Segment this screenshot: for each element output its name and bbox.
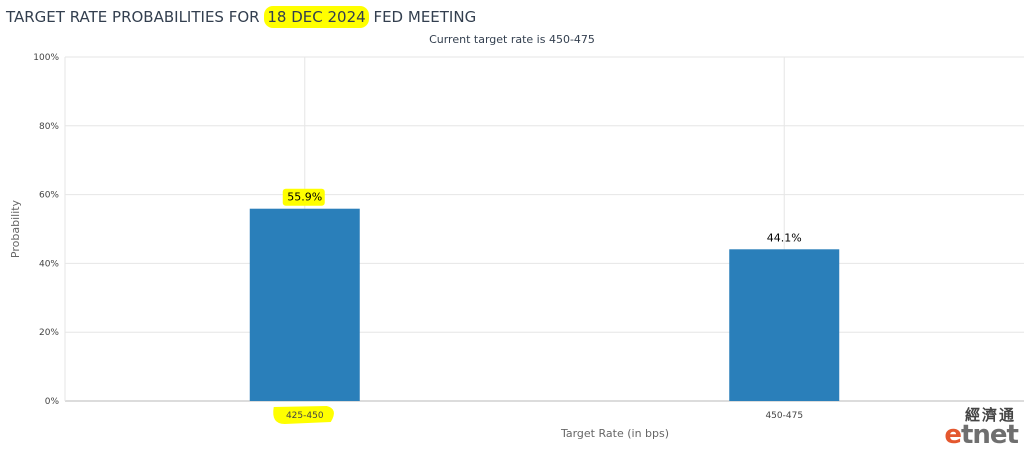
y-tick-label: 20% bbox=[39, 328, 59, 338]
x-tick-labels: 425-450 450-475 bbox=[273, 406, 803, 424]
chart-subtitle: Current target rate is 450-475 bbox=[429, 33, 595, 46]
title-suffix: FED MEETING bbox=[373, 8, 477, 26]
logo-tnet: tnet bbox=[960, 420, 1019, 450]
logo-e: e bbox=[944, 420, 962, 450]
data-label-highlight bbox=[282, 188, 325, 206]
data-label: 55.9% bbox=[287, 191, 322, 204]
y-tick-label: 0% bbox=[45, 397, 60, 407]
chart-title: TARGET RATE PROBABILITIES FOR 18 DEC 202… bbox=[6, 6, 477, 28]
title-date-highlighted: 18 DEC 2024 bbox=[264, 6, 369, 28]
x-tick-label: 450-475 bbox=[765, 411, 803, 421]
y-tick-label: 80% bbox=[39, 122, 59, 132]
watermark-etnet-logo: etnet bbox=[944, 420, 1019, 450]
bars: 55.9% 44.1% bbox=[249, 188, 840, 401]
data-label: 44.1% bbox=[767, 231, 802, 244]
y-tick-label: 100% bbox=[33, 53, 59, 63]
grid-lines bbox=[64, 56, 1024, 402]
bar-425-450 bbox=[249, 208, 360, 401]
title-prefix: TARGET RATE PROBABILITIES FOR bbox=[6, 8, 260, 26]
x-axis-title: Target Rate (in bps) bbox=[560, 427, 669, 440]
y-tick-label: 60% bbox=[39, 191, 59, 201]
watermark-chinese-logo: 經濟通 bbox=[964, 406, 1016, 424]
x-tick-highlight bbox=[273, 406, 334, 424]
x-tick-label: 425-450 bbox=[286, 411, 324, 421]
y-tick-label: 40% bbox=[39, 259, 59, 269]
y-tick-labels: 0% 20% 40% 60% 80% 100% bbox=[33, 53, 59, 407]
bar-450-475 bbox=[729, 249, 840, 401]
y-axis-title: Probability bbox=[9, 199, 22, 258]
